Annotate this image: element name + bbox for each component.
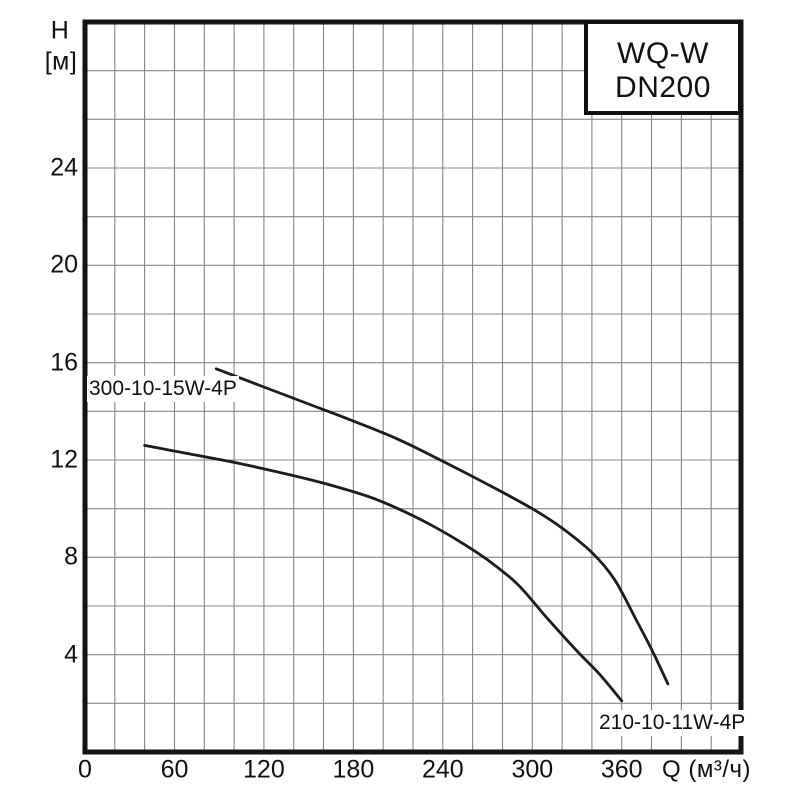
x-tick-label-0: 0	[78, 755, 92, 784]
x-axis-unit: Q (м³/ч)	[662, 756, 751, 783]
curve-210-10-11W-4P	[143, 444, 624, 703]
x-tick-label-60: 60	[160, 755, 189, 784]
curve-label-300-10-15W-4P: 300-10-15W-4P	[87, 376, 239, 402]
curve-label-210-10-11W-4P: 210-10-11W-4P	[597, 710, 748, 736]
x-tick-label-360: 360	[600, 755, 643, 784]
y-tick-label-8: 8	[64, 542, 78, 571]
plot-frame	[82, 19, 744, 755]
model-family-label: WQ-W	[617, 36, 709, 70]
y-tick-label-16: 16	[50, 348, 78, 377]
x-tick-label-300: 300	[511, 755, 554, 784]
x-tick-label-180: 180	[332, 755, 375, 784]
y-tick-label-4: 4	[64, 640, 78, 669]
model-title-box: WQ-W DN200	[584, 20, 742, 115]
y-tick-label-24: 24	[50, 153, 78, 182]
flange-size-label: DN200	[615, 70, 711, 104]
x-tick-label-120: 120	[243, 755, 285, 784]
x-tick-label-240: 240	[421, 755, 464, 784]
y-axis-title: H	[50, 16, 70, 45]
y-tick-label-12: 12	[50, 445, 78, 474]
grid-lines	[85, 22, 741, 752]
y-axis-unit: [м]	[44, 47, 78, 76]
y-tick-label-20: 20	[50, 250, 78, 279]
curve-300-10-15W-4P	[214, 367, 670, 686]
